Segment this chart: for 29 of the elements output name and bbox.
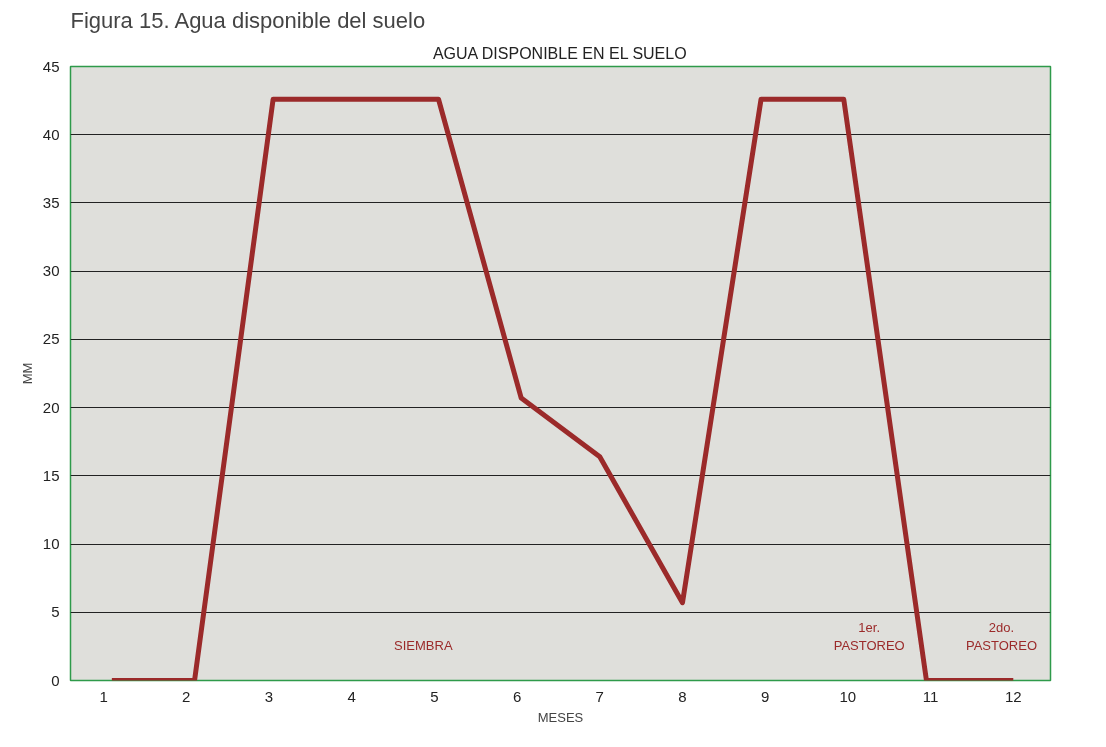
y-tick-label: 45 bbox=[42, 57, 60, 75]
x-tick-label: 1 bbox=[99, 687, 108, 705]
x-tick-label: 7 bbox=[595, 687, 604, 705]
x-tick-label: 5 bbox=[430, 687, 439, 705]
y-tick-label: 40 bbox=[42, 125, 60, 143]
annotation: 2do. PASTOREO bbox=[965, 619, 1038, 653]
x-tick-label: 4 bbox=[347, 687, 356, 705]
chart-subtitle: AGUA DISPONIBLE EN EL SUELO bbox=[432, 44, 687, 62]
x-tick-label: 8 bbox=[678, 687, 687, 705]
x-tick-label: 10 bbox=[839, 687, 857, 705]
y-tick-label: 20 bbox=[42, 398, 60, 416]
x-tick-label: 6 bbox=[512, 687, 522, 705]
y-tick-label: 5 bbox=[51, 603, 60, 621]
x-axis-title: MESES bbox=[537, 709, 584, 725]
y-tick-label: 15 bbox=[42, 466, 60, 484]
x-tick-label: 9 bbox=[761, 687, 770, 705]
chart-title: Figura 15. Agua disponible del suelo bbox=[70, 7, 426, 33]
y-tick-label: 35 bbox=[42, 193, 60, 211]
y-axis-title: MM bbox=[19, 362, 35, 385]
annotation: SIEMBRA bbox=[394, 637, 453, 653]
y-tick-label: 25 bbox=[42, 330, 60, 348]
y-tick-label: 30 bbox=[42, 262, 60, 280]
y-tick-label: 10 bbox=[42, 535, 60, 553]
annotation: 1er. PASTOREO bbox=[833, 619, 905, 653]
x-tick-label: 11 bbox=[922, 687, 939, 705]
x-tick-label: 2 bbox=[182, 687, 191, 705]
x-tick-label: 12 bbox=[1004, 687, 1022, 705]
y-tick-label: 0 bbox=[51, 671, 60, 689]
x-tick-label: 3 bbox=[264, 687, 274, 705]
